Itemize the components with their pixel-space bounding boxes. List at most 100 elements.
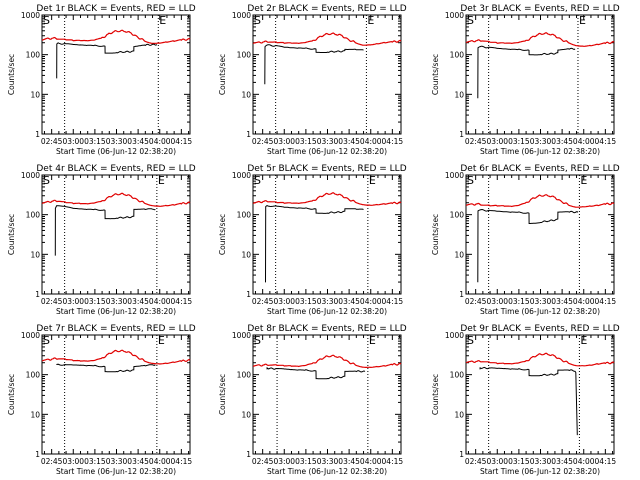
end-marker: E [159,14,166,27]
end-marker: E [580,174,587,187]
x-tick-label: 04:15 [382,297,404,306]
x-tick-label: 04:00 [149,457,171,466]
series-lld-line [41,192,191,207]
x-tick-label: 04:15 [382,137,404,146]
y-tick-label: 1000 [21,11,40,20]
series-lld-line [465,194,615,208]
x-tick-label: 04:15 [595,297,617,306]
x-tick-label: 02:45 [41,297,63,306]
x-tick-label: 02:45 [41,457,63,466]
x-tick-label: 03:45 [551,297,573,306]
panel-det-7: Det 7r BLACK = Events, RED = LLD 1 10 100 10… [7,324,196,476]
y-tick-label: 10 [454,410,464,419]
panel-title: Det 2r BLACK = Events, RED = LLD [247,4,406,14]
y-tick-label: 1000 [21,331,40,340]
y-tick-label: 1000 [445,331,464,340]
x-tick-label: 03:30 [317,457,339,466]
panel-det-9: Det 9r BLACK = Events, RED = LLD 1 10 100 10… [431,324,620,476]
x-tick-label: 03:45 [127,137,149,146]
end-marker: E [369,174,376,187]
plot-frame [252,174,402,295]
y-tick-label: 100 [26,371,41,380]
x-tick-label: 02:45 [465,457,487,466]
plot-frame [465,334,615,455]
y-tick-label: 10 [454,250,464,259]
y-tick-label: 10 [30,250,40,259]
y-tick-label: 1000 [232,11,251,20]
x-tick-label: 03:00 [486,457,508,466]
panel-title: Det 7r BLACK = Events, RED = LLD [36,324,195,334]
x-tick-label: 04:15 [171,457,193,466]
x-tick-label: 04:00 [360,137,382,146]
x-tick-label: 03:00 [273,457,295,466]
plot-frame [465,14,615,135]
y-tick-label: 1000 [445,171,464,180]
panel-title: Det 6r BLACK = Events, RED = LLD [460,164,619,174]
y-tick-label: 10 [241,90,251,99]
x-tick-label: 03:00 [273,297,295,306]
y-tick-label: 100 [26,211,41,220]
x-axis-label: Start Time (06-Jun-12 02:38:20) [267,147,387,156]
x-tick-label: 04:15 [595,457,617,466]
start-marker: S [43,14,50,27]
series-events-line [264,44,364,85]
x-tick-label: 03:30 [530,297,552,306]
x-tick-label: 03:45 [338,297,360,306]
series-events-line [265,205,364,283]
x-tick-label: 03:15 [508,457,530,466]
x-tick-label: 03:00 [62,137,84,146]
y-tick-label: 1 [246,130,251,139]
x-tick-label: 03:15 [295,297,317,306]
x-tick-label: 03:45 [338,457,360,466]
series-events-line [56,363,156,373]
panel-det-8: Det 8r BLACK = Events, RED = LLD 1 10 100 10… [218,324,407,476]
x-tick-label: 03:30 [530,457,552,466]
y-tick-label: 1000 [232,331,251,340]
x-tick-label: 04:00 [360,297,382,306]
x-tick-label: 02:45 [252,137,274,146]
series-events-line [479,366,578,436]
x-tick-label: 03:45 [338,137,360,146]
x-tick-label: 02:45 [465,137,487,146]
series-lld-line [41,29,191,44]
y-tick-label: 1 [459,290,464,299]
panel-det-1: Det 1r BLACK = Events, RED = LLD 1 10 100 10… [7,4,196,156]
y-axis-label: Counts/sec [7,374,16,415]
start-marker: S [467,334,474,347]
x-tick-label: 04:00 [573,297,595,306]
x-axis-label: Start Time (06-Jun-12 02:38:20) [267,467,387,476]
x-tick-label: 04:00 [149,297,171,306]
x-tick-label: 03:00 [62,457,84,466]
y-axis-label: Counts/sec [431,214,440,255]
y-tick-label: 1000 [21,171,40,180]
x-tick-label: 03:15 [295,457,317,466]
x-tick-label: 03:30 [106,457,128,466]
panel-title: Det 9r BLACK = Events, RED = LLD [460,324,619,334]
start-marker: S [43,174,50,187]
end-marker: E [580,334,587,347]
x-tick-label: 03:00 [62,297,84,306]
panel-det-3: Det 3r BLACK = Events, RED = LLD 1 10 100 10… [431,4,620,156]
x-tick-label: 03:00 [486,137,508,146]
y-tick-label: 1000 [232,171,251,180]
x-axis-label: Start Time (06-Jun-12 02:38:20) [56,307,176,316]
y-tick-label: 100 [450,371,465,380]
x-tick-label: 03:30 [530,137,552,146]
x-axis-label: Start Time (06-Jun-12 02:38:20) [56,467,176,476]
y-tick-label: 1 [35,130,40,139]
x-tick-label: 03:45 [551,137,573,146]
x-tick-label: 04:15 [171,137,193,146]
x-axis-label: Start Time (06-Jun-12 02:38:20) [56,147,176,156]
start-marker: S [254,334,261,347]
x-tick-label: 03:15 [508,297,530,306]
panel-title: Det 5r BLACK = Events, RED = LLD [247,164,406,174]
series-events-line [54,205,156,256]
series-lld-line [252,354,402,369]
x-axis-label: Start Time (06-Jun-12 02:38:20) [480,307,600,316]
y-tick-label: 100 [237,371,252,380]
x-tick-label: 03:45 [127,297,149,306]
y-tick-label: 100 [237,51,252,60]
plot-frame [252,334,402,455]
panel-det-6: Det 6r BLACK = Events, RED = LLD 1 10 100 10… [431,164,620,316]
